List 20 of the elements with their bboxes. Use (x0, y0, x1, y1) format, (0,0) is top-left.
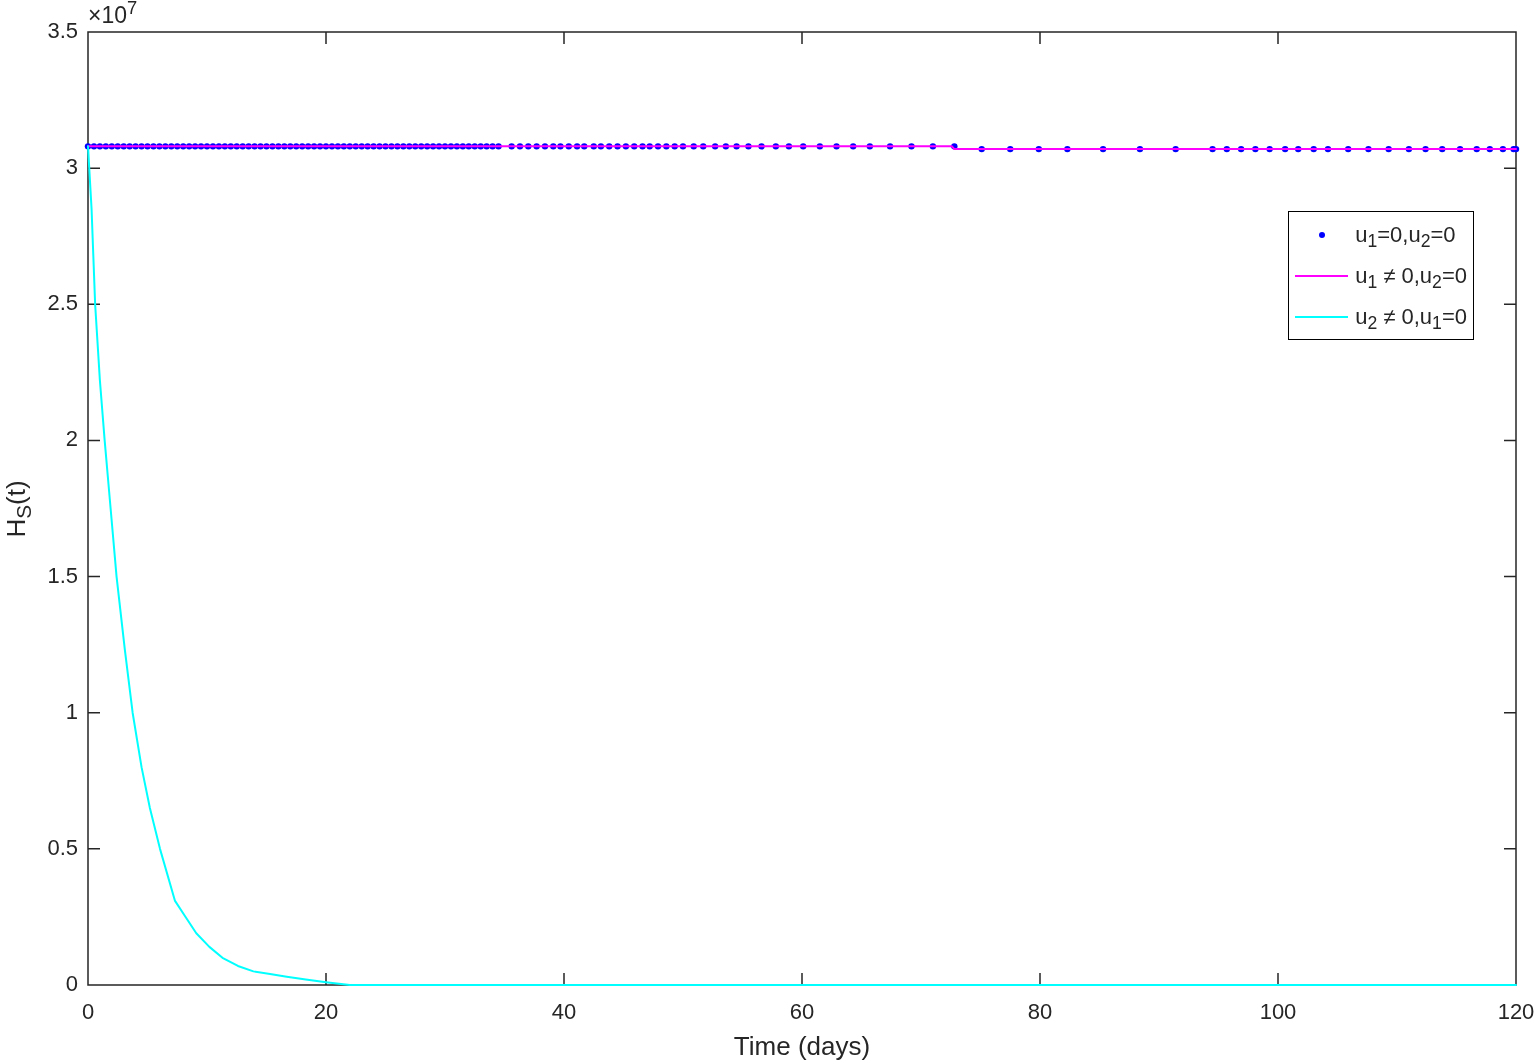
y-tick-label: 0.5 (47, 834, 78, 860)
y-tick-label: 3.5 (47, 18, 78, 44)
x-tick-label: 100 (1259, 999, 1297, 1025)
x-tick-label: 120 (1497, 999, 1535, 1025)
y-tick-label: 3 (65, 154, 78, 180)
x-axis-title: Time (days) (733, 1031, 871, 1061)
x-tick-label: 80 (1027, 999, 1053, 1025)
x-tick-label: 40 (551, 999, 577, 1025)
legend-label: u$_{2}$ ≠ 0,u$_{1}$=0 (1355, 303, 1467, 334)
x-tick-label: 60 (789, 999, 815, 1025)
y-tick-label: 1 (65, 698, 78, 724)
x-tick-label: 0 (81, 999, 95, 1025)
x-tick-label: 20 (313, 999, 339, 1025)
legend-label: u$_{1}$ ≠ 0,u$_{2}$=0 (1355, 262, 1467, 293)
y-tick-label: 2.5 (47, 290, 78, 316)
legend-label: u$_{1}$=0,u$_{2}$=0 (1355, 221, 1456, 252)
y-tick-label: 2 (65, 426, 78, 452)
y-tick-label: 1.5 (47, 562, 78, 588)
y-tick-label: 0 (65, 971, 78, 997)
text: ×10$^{7}$ (88, 0, 138, 28)
